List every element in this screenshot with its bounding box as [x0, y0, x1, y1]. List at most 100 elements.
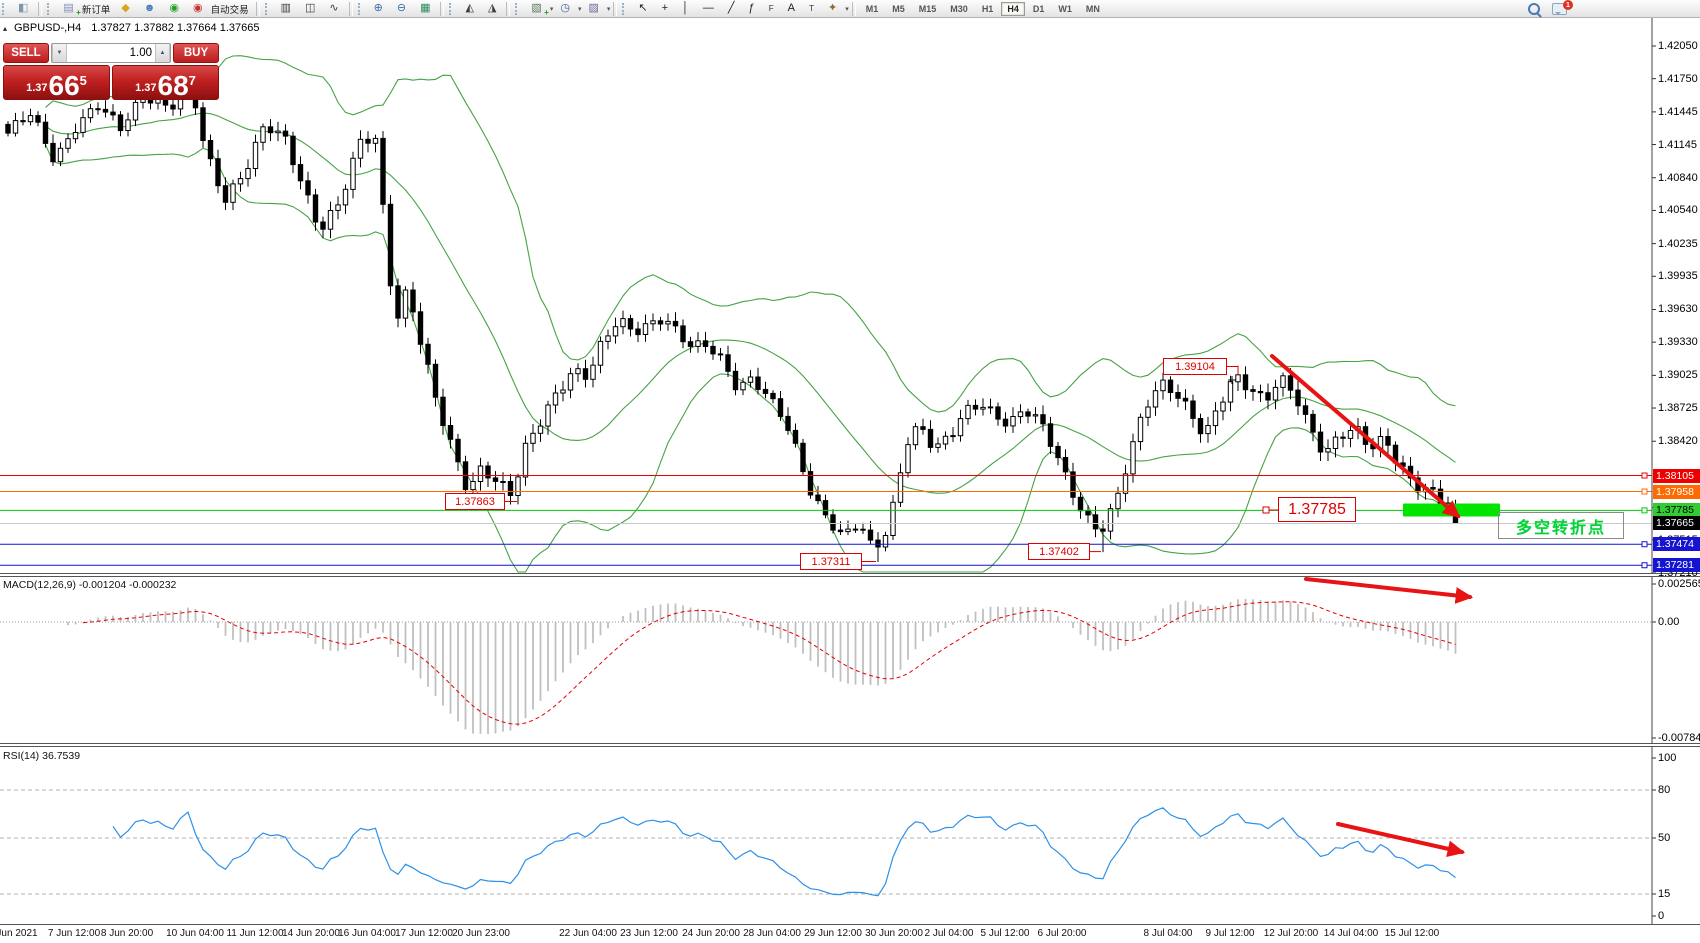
volume-increase-button[interactable]: ▲ [155, 44, 170, 62]
period-clock-icon[interactable]: ◷ [554, 1, 576, 16]
add-indicator-icon[interactable]: ▧ + [525, 1, 548, 17]
level-line-handle[interactable] [1641, 541, 1648, 548]
horizontal-line-icon[interactable]: — [697, 1, 720, 16]
auto-scroll-icon[interactable]: ◭ [459, 1, 479, 16]
trade-profile-icon: ☻ [143, 2, 156, 14]
trend-arrow-main[interactable] [1270, 354, 1461, 519]
trendline-icon[interactable]: ╱ [722, 1, 741, 16]
fibonacci-icon[interactable]: ƒ [743, 1, 761, 16]
candlestick-chart-icon: ◫ [305, 2, 316, 14]
time-axis-label: 12 Jul 20:00 [1263, 928, 1319, 939]
buy-price-panel[interactable]: 1.37 68 7 [112, 65, 219, 100]
template-icon: ▨ [588, 2, 599, 14]
partial-chart-icon[interactable]: ◧ [12, 1, 34, 16]
toolbar-separator [255, 1, 260, 16]
trend-arrow-rsi[interactable] [1336, 822, 1466, 858]
price-tag-1.37665: 1.37665 [1653, 516, 1700, 531]
time-axis-label: 17 Jun 12:00 [395, 928, 453, 939]
crosshair-icon[interactable]: + [656, 1, 674, 16]
vertical-line-icon[interactable]: │ [676, 1, 695, 16]
sell-button[interactable]: SELL [3, 43, 49, 63]
volume-decrease-button[interactable]: ▼ [52, 44, 67, 62]
timeframe-h4-button[interactable]: H4 [1001, 1, 1025, 16]
period-clock-icon-dropdown[interactable]: ▾ [577, 5, 582, 13]
timeframe-h1-button[interactable]: H1 [976, 2, 1000, 16]
timeframe-m30-button[interactable]: M30 [944, 2, 974, 16]
new-order-button: ▤ [63, 2, 74, 14]
time-axis-label: 28 Jun 04:00 [743, 928, 801, 939]
timeframe-m5-button[interactable]: M5 [886, 2, 911, 16]
volume-input[interactable] [67, 44, 155, 62]
pane-separator-macd[interactable] [0, 573, 1700, 577]
trend-arrow-macd[interactable] [1304, 577, 1474, 604]
price-annotation-1.39104[interactable]: 1.39104 [1163, 358, 1227, 375]
time-axis-label: Jun 2021 [0, 928, 38, 939]
candlestick-chart-icon[interactable]: ◫ [299, 1, 321, 16]
shapes-icon[interactable]: ✦ [822, 1, 843, 16]
timeframe-w1-button[interactable]: W1 [1052, 2, 1078, 16]
shapes-icon-dropdown[interactable]: ▾ [845, 5, 849, 13]
toolbar-grip[interactable] [515, 2, 521, 15]
toolbar-grip[interactable] [264, 2, 271, 15]
toolbar-grip[interactable] [449, 2, 455, 15]
macd-label: MACD(12,26,9) -0.001204 -0.000232 [3, 579, 177, 591]
time-axis-label: 8 Jul 04:00 [1143, 928, 1193, 939]
time-axis-label: 6 Jul 20:00 [1037, 928, 1087, 939]
price-tag-1.37785: 1.37785 [1653, 503, 1700, 518]
autotrade-button[interactable]: ◉ [187, 1, 209, 16]
pane-separator-rsi[interactable] [0, 743, 1700, 747]
add-indicator-icon-dropdown[interactable]: ▾ [549, 5, 554, 13]
chat-icon[interactable]: 1 [1552, 0, 1573, 15]
new-order-button[interactable]: ▤ + [57, 1, 80, 17]
annotation-handle[interactable] [1262, 506, 1270, 514]
template-icon[interactable]: ▨ [582, 1, 604, 16]
trade-profile-icon[interactable]: ☻ [138, 1, 162, 16]
time-axis-label: 30 Jun 20:00 [865, 928, 923, 939]
tile-windows-icon[interactable]: ▦ [414, 1, 436, 16]
toolbar-grip[interactable] [47, 2, 53, 15]
bar-chart-icon[interactable]: ▥ [275, 1, 297, 16]
level-line-handle[interactable] [1641, 562, 1648, 569]
text-icon[interactable]: A [782, 1, 801, 16]
toolbar-grip[interactable] [357, 2, 364, 15]
partial-chart-icon: ◧ [18, 2, 29, 14]
zoom-in-icon[interactable]: ⊕ [368, 1, 389, 16]
toolbar-grip[interactable] [622, 2, 628, 15]
chart-shift-icon[interactable]: ◮ [482, 1, 502, 16]
toolbar-separator [440, 1, 445, 16]
channel-icon[interactable]: F [763, 1, 780, 16]
time-axis-label: 9 Jul 12:00 [1205, 928, 1255, 939]
search-icon[interactable] [1528, 2, 1540, 15]
timeframe-m15-button[interactable]: M15 [913, 2, 943, 16]
price-annotation-1.37311[interactable]: 1.37311 [800, 553, 862, 570]
level-line-handle[interactable] [1641, 472, 1648, 479]
signal-icon[interactable]: ◉ [163, 1, 185, 16]
note-box[interactable]: 多空转折点 [1498, 512, 1624, 539]
price-annotation-1.37785[interactable]: 1.37785 [1278, 497, 1356, 522]
eraser-icon[interactable]: ◆ [115, 1, 135, 16]
toolbar-separator [506, 1, 511, 16]
price-annotation-1.37402[interactable]: 1.37402 [1028, 543, 1090, 560]
sell-price-panel[interactable]: 1.37 66 5 [3, 65, 110, 100]
toolbar-grip[interactable] [2, 2, 8, 15]
timeframe-d1-button[interactable]: D1 [1027, 2, 1051, 16]
period-clock-icon: ◷ [560, 2, 570, 14]
line-chart-icon[interactable]: ∿ [323, 1, 344, 16]
timeframe-m1-button[interactable]: M1 [860, 2, 885, 16]
price-annotation-1.37863[interactable]: 1.37863 [445, 493, 505, 510]
time-axis-label: 7 Jun 12:00 [47, 928, 101, 939]
label-icon[interactable]: T [803, 1, 820, 16]
level-line-handle[interactable] [1641, 507, 1648, 514]
zoom-out-icon[interactable]: ⊖ [391, 1, 412, 16]
toolbar-right: 1 [1528, 0, 1573, 16]
template-icon-dropdown[interactable]: ▾ [606, 5, 611, 13]
new-order-button-label[interactable]: 新订单 [81, 4, 111, 16]
autotrade-button-label[interactable]: 自动交易 [210, 4, 249, 16]
annotation-pointer [1227, 366, 1239, 375]
cursor-icon[interactable]: ↖ [632, 1, 653, 16]
buy-button[interactable]: BUY [173, 43, 219, 63]
level-line-handle[interactable] [1641, 488, 1648, 495]
timeframe-mn-button[interactable]: MN [1080, 2, 1106, 16]
